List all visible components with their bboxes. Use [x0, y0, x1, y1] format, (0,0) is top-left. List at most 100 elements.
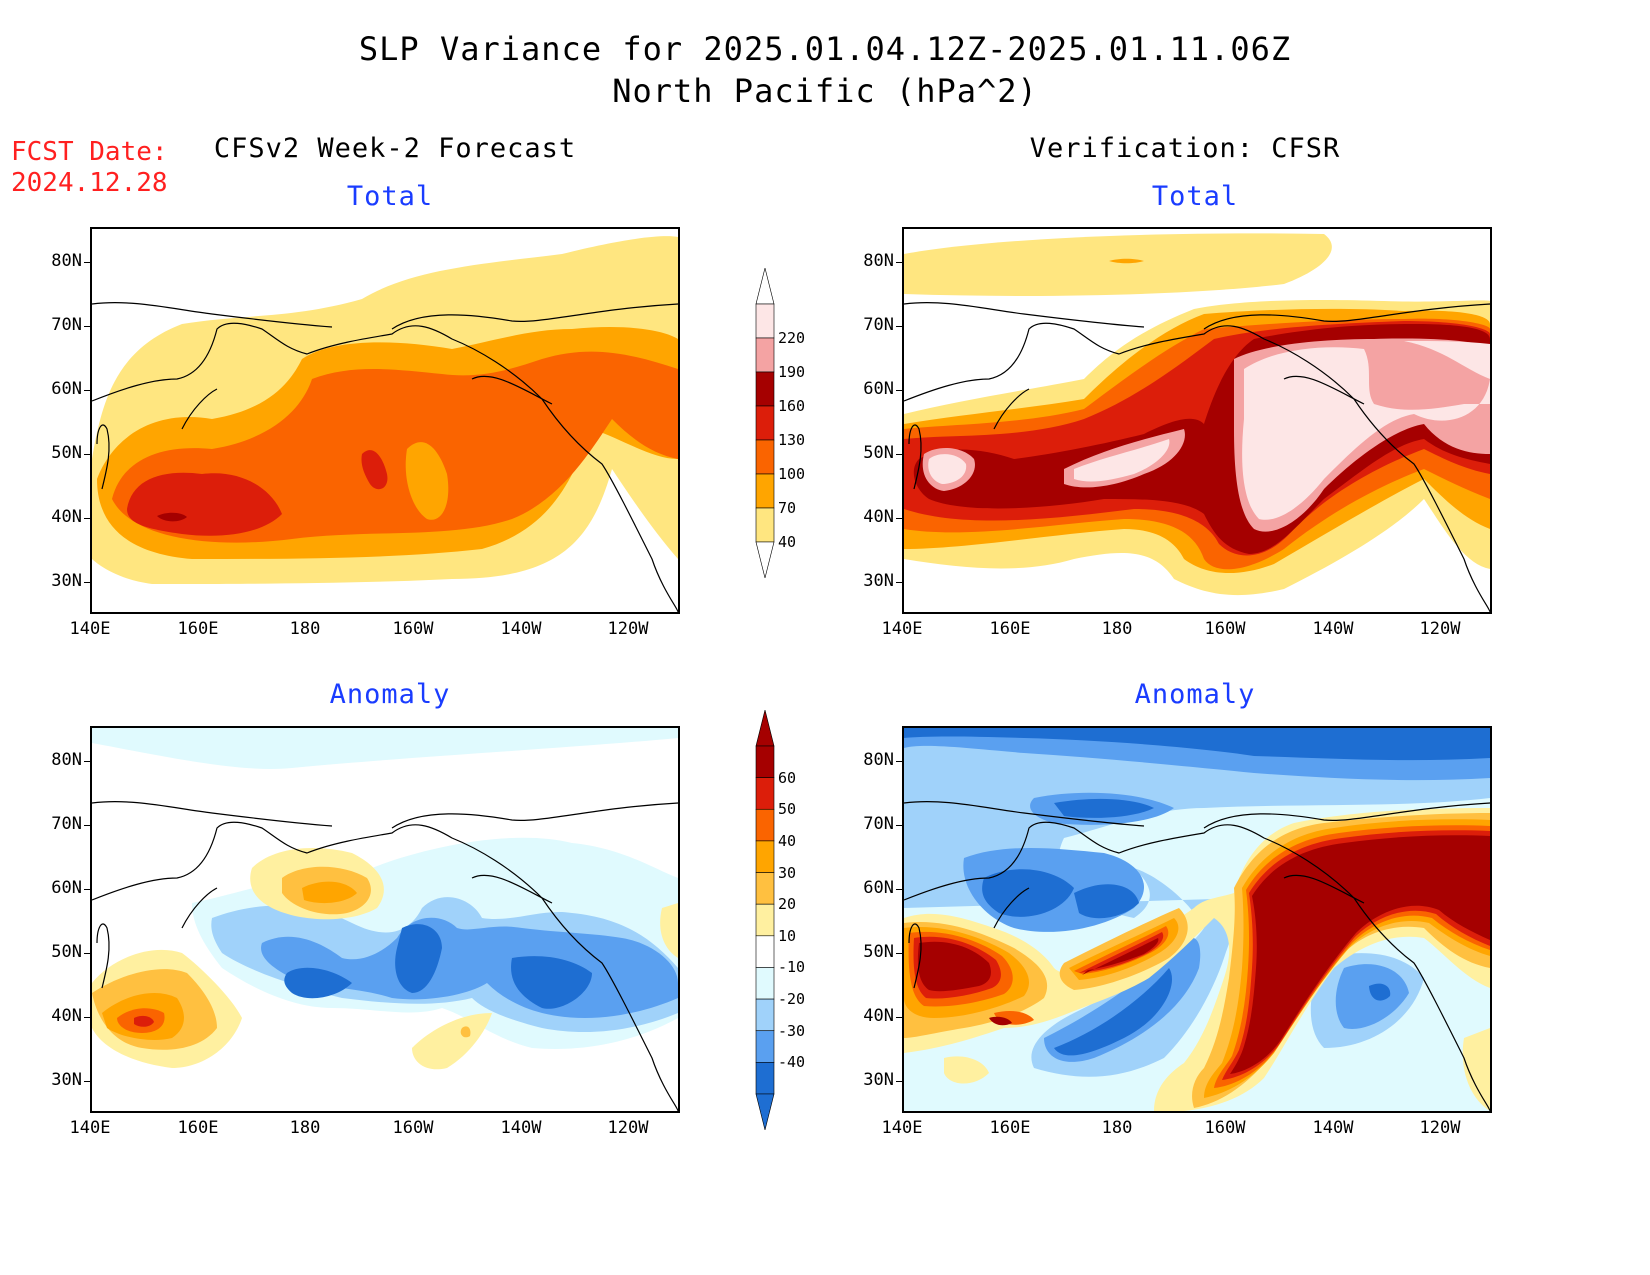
forecast-anomaly-lat-label: 50N [51, 942, 82, 962]
verification-anomaly-lat-tick [896, 825, 902, 826]
colorbar-level-label: 50 [778, 800, 797, 819]
forecast-anomaly-map [90, 726, 680, 1113]
verification-anomaly-map [902, 726, 1492, 1113]
forecast-total-lon-label: 160W [392, 619, 434, 639]
verification-total-lat-tick [896, 262, 902, 263]
forecast-total-lat-tick [84, 454, 90, 455]
verification-total-lon-label: 120W [1419, 619, 1461, 639]
forecast-total-lat-label: 40N [51, 507, 82, 527]
colorbar-swatch [755, 1030, 775, 1063]
coastlines [904, 302, 1490, 612]
forecast-anomaly-lat-tick [84, 825, 90, 826]
colorbar-swatch [755, 337, 775, 373]
anomaly-colorbar: 60 50 40 30 20 10 -10 -20 -30 -40 [750, 710, 840, 1130]
total-colorbar: 220 190 160 130 100 70 40 [750, 268, 840, 578]
verification-anomaly-lon-label: 180 [1101, 1118, 1133, 1138]
verification-anomaly-lon-label: 140W [1312, 1118, 1354, 1138]
colorbar-swatch [755, 967, 775, 1000]
colorbar-swatch [755, 371, 775, 407]
forecast-total-lat-label: 30N [51, 571, 82, 591]
verification-anomaly-lon-label: 160E [989, 1118, 1031, 1138]
colorbar-swatch [755, 998, 775, 1032]
colorbar-level-label: 190 [778, 363, 806, 381]
verification-total-lon-label: 140W [1312, 619, 1354, 639]
contour-160 [157, 512, 187, 522]
colorbar-swatch [755, 935, 775, 968]
colorbar-top-triangle [755, 710, 775, 747]
colorbar-level-label: 30 [778, 863, 797, 882]
verification-total-title: Total [1151, 181, 1239, 212]
forecast-anomaly-title: Anomaly [329, 679, 451, 710]
forecast-anomaly-lon-label: 160E [177, 1118, 219, 1138]
colorbar-bottom-triangle [755, 541, 775, 578]
verification-anomaly-lat-label: 80N [863, 750, 894, 770]
verification-anomaly-title: Anomaly [1134, 679, 1256, 710]
verification-total-lat-label: 40N [863, 507, 894, 527]
colorbar-level-label: 40 [778, 831, 797, 850]
contour-70-top-spot [1109, 258, 1144, 264]
colorbar-swatch [755, 439, 775, 475]
forecast-date-block: FCST Date: 2024.12.28 [11, 137, 168, 199]
contour-20 [92, 866, 471, 1050]
figure-title-line2: North Pacific (hPa^2) [612, 72, 1038, 110]
forecast-anomaly-lat-tick [84, 1017, 90, 1018]
verification-total-lon-label: 140E [881, 619, 923, 639]
verification-total-lat-tick [896, 454, 902, 455]
contour-10 [92, 848, 678, 1070]
forecast-anomaly-lat-tick [84, 889, 90, 890]
forecast-total-lat-tick [84, 390, 90, 391]
verification-anomaly-lat-tick [896, 953, 902, 954]
forecast-total-lon-label: 180 [289, 619, 321, 639]
coastlines [904, 801, 1490, 1111]
colorbar-level-label: -20 [778, 990, 806, 1009]
forecast-anomaly-lon-label: 140E [69, 1118, 111, 1138]
colorbar-swatch [755, 840, 775, 873]
colorbar-level-label: 60 [778, 768, 797, 787]
forecast-total-lon-label: 120W [607, 619, 649, 639]
colorbar-swatch [755, 1062, 775, 1095]
colorbar-level-label: 20 [778, 895, 797, 914]
contour-60-pos [917, 835, 1490, 1074]
colorbar-level-label: 100 [778, 465, 806, 483]
verification-total-lat-label: 30N [863, 571, 894, 591]
forecast-anomaly-lon-label: 140W [500, 1118, 542, 1138]
coastlines [92, 302, 678, 612]
forecast-total-lat-tick [84, 326, 90, 327]
colorbar-swatch [755, 405, 775, 441]
cbar-total-svg [755, 268, 775, 578]
forecast-date-label: FCST Date: [11, 137, 168, 167]
verification-anomaly-lat-label: 60N [863, 878, 894, 898]
colorbar-level-label: -40 [778, 1053, 806, 1072]
colorbar-top-triangle [755, 268, 775, 305]
verification-anomaly-lat-label: 50N [863, 942, 894, 962]
colorbar-level-label: -10 [778, 958, 806, 977]
forecast-total-lat-tick [84, 582, 90, 583]
forecast-anomaly-lat-label: 60N [51, 878, 82, 898]
figure-title-line1: SLP Variance for 2025.01.04.12Z-2025.01.… [358, 30, 1292, 68]
verification-total-lon-label: 160W [1204, 619, 1246, 639]
forecast-anomaly-lon-label: 180 [289, 1118, 321, 1138]
forecast-total-lat-label: 80N [51, 251, 82, 271]
contour-neg40 [904, 728, 1490, 1056]
colorbar-swatch [755, 808, 775, 842]
verification-total-lat-label: 50N [863, 443, 894, 463]
forecast-total-lat-label: 50N [51, 443, 82, 463]
contour-70-hole [405, 442, 449, 520]
colorbar-swatch [755, 507, 775, 543]
verification-total-lon-label: 160E [989, 619, 1031, 639]
verification-total-lat-tick [896, 582, 902, 583]
colorbar-level-label: 160 [778, 397, 806, 415]
forecast-date-value: 2024.12.28 [11, 168, 168, 198]
verification-anomaly-lat-tick [896, 1017, 902, 1018]
verification-total-lat-label: 70N [863, 315, 894, 335]
forecast-anomaly-lat-label: 80N [51, 750, 82, 770]
verification-anomaly-lon-label: 140E [881, 1118, 923, 1138]
colorbar-swatch [755, 872, 775, 905]
forecast-total-lon-label: 140W [500, 619, 542, 639]
colorbar-level-label: 10 [778, 926, 797, 945]
verification-anomaly-lat-tick [896, 1081, 902, 1082]
verification-anomaly-lat-tick [896, 761, 902, 762]
forecast-anomaly-lon-label: 160W [392, 1118, 434, 1138]
forecast-anomaly-lon-label: 120W [607, 1118, 649, 1138]
verification-anomaly-lat-label: 40N [863, 1006, 894, 1026]
